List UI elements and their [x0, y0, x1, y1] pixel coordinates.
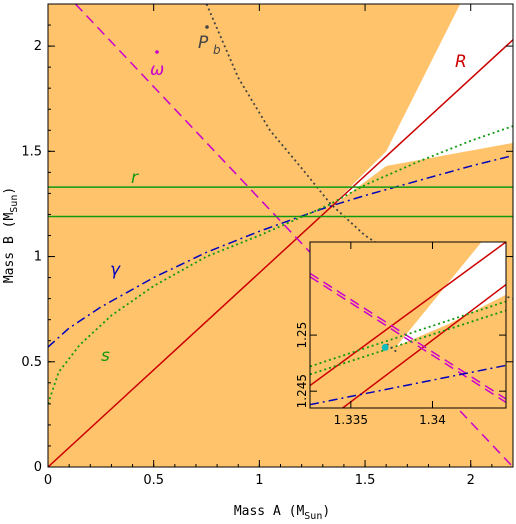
- main-y-tick-label: 2: [34, 39, 42, 54]
- main-x-tick-label: 1.5: [355, 473, 376, 488]
- inset-x-tick-label: 1.335: [334, 413, 368, 427]
- label-pb-dot-mark: [205, 25, 209, 29]
- inset-series-3: [310, 276, 506, 404]
- main-x-tick-label: 0: [44, 473, 52, 488]
- y-axis-label: Mass B (MSun): [2, 187, 20, 283]
- inset-series-2: [310, 272, 506, 400]
- label-omega-dot-mark: [155, 50, 159, 54]
- main-y-tick-label: 1.5: [21, 144, 42, 159]
- main-series-3: [48, 154, 513, 348]
- inset-y-tick-label: 1.245: [295, 374, 309, 408]
- inset-series-6: [310, 309, 506, 376]
- label-R: R: [455, 52, 467, 72]
- main-x-tick-label: 1: [255, 473, 263, 488]
- main-y-tick-label: 0: [34, 460, 42, 475]
- main-x-tick-label: 0.5: [143, 473, 164, 488]
- inset-series-0: [310, 242, 506, 387]
- inset-plot-area: 1.335 1.34 1.245 1.25: [295, 241, 507, 427]
- main-y-tick-label: 0.5: [21, 355, 42, 370]
- inset-series-4: [310, 364, 506, 406]
- label-s: s: [101, 346, 110, 366]
- best-fit-marker: [381, 343, 389, 351]
- main-plot-area: 0 0.5 1 1.5 2 0 0.5 1 1.5 2 R ω P b γ s r: [21, 3, 514, 488]
- main-series-4: [48, 125, 513, 405]
- inset-x-tick-label: 1.34: [419, 413, 446, 427]
- inset-series-7: [386, 343, 398, 353]
- label-pb: P: [198, 33, 209, 53]
- main-series-2: [205, 4, 513, 300]
- inset-frame: [309, 241, 507, 409]
- excluded-region: [327, 4, 513, 211]
- label-gamma: γ: [110, 260, 121, 280]
- label-omega-dot: ω: [150, 60, 164, 80]
- label-pb-sub: b: [213, 43, 221, 57]
- main-y-tick-label: 1: [34, 250, 42, 265]
- inset-excluded-region: [396, 242, 506, 347]
- main-x-tick-label: 2: [467, 473, 475, 488]
- x-axis-label: Mass A (MSun): [234, 504, 330, 522]
- label-r: r: [131, 168, 139, 188]
- inset-y-tick-label: 1.25: [295, 322, 309, 349]
- main-series-0: [48, 39, 513, 467]
